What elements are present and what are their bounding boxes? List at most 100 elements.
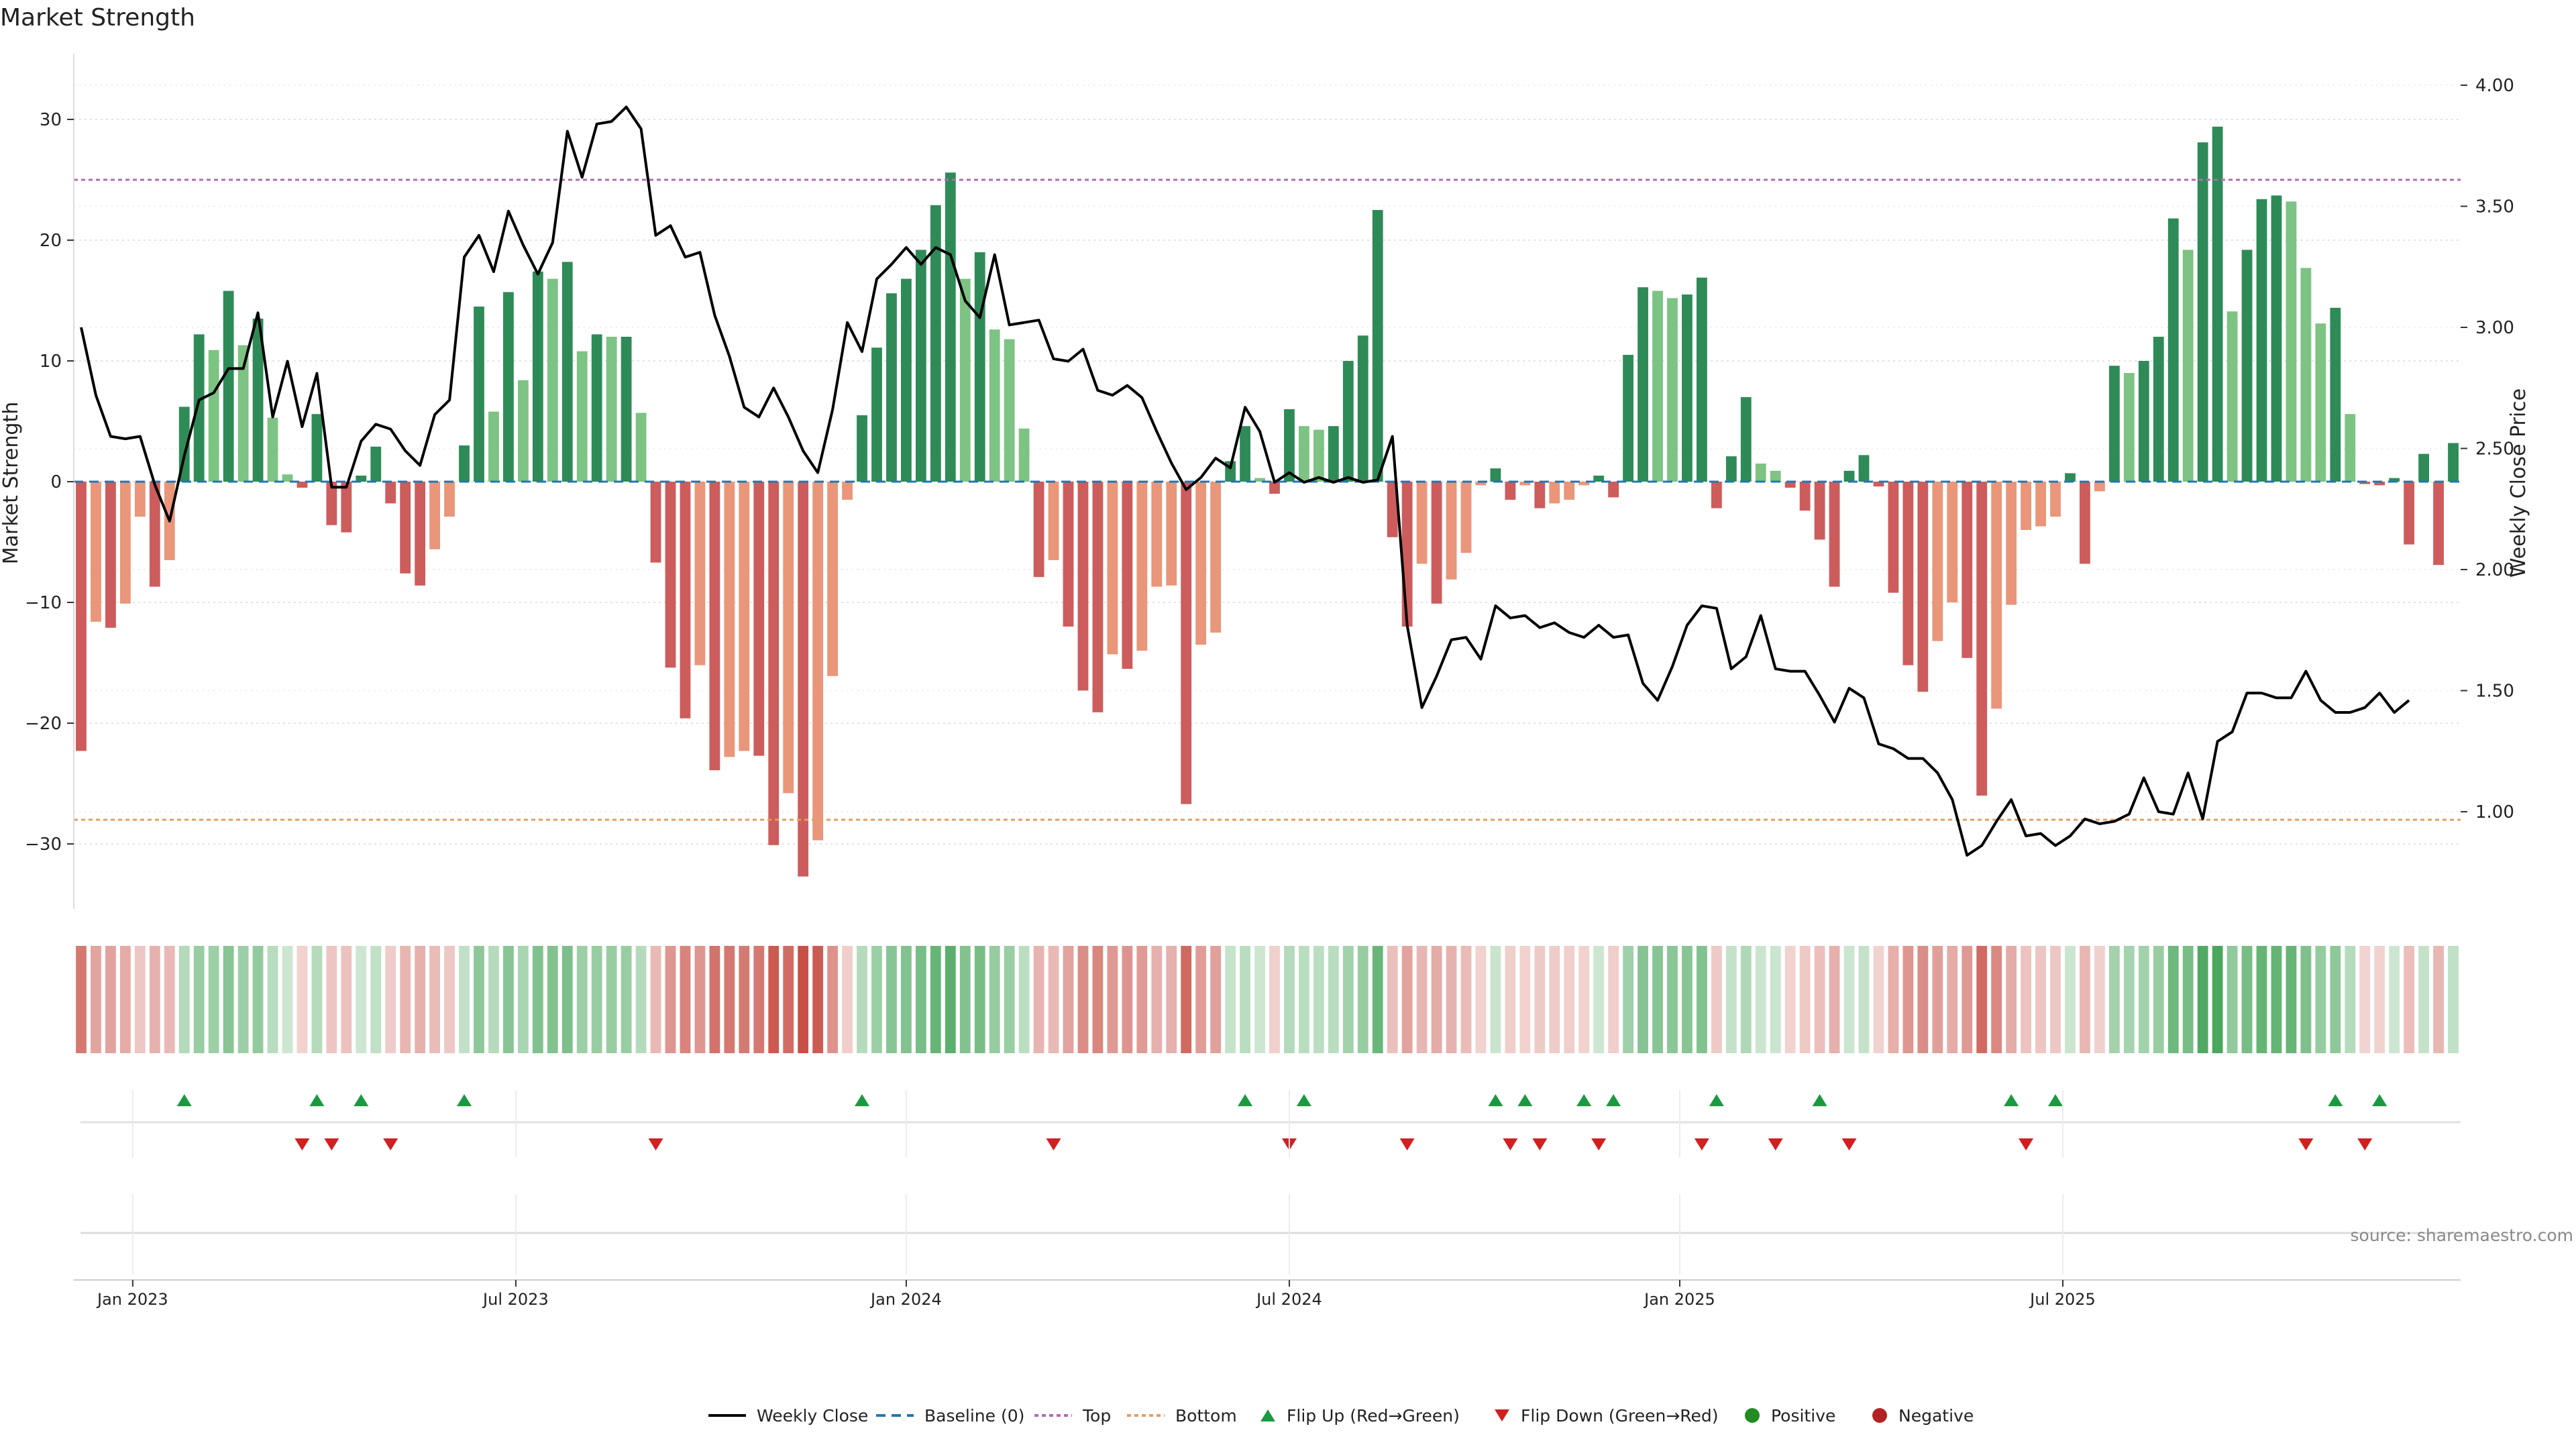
heat-cell <box>1829 946 1840 1053</box>
strength-bar <box>105 482 116 628</box>
heat-cell <box>1770 946 1781 1053</box>
flip-down-marker <box>324 1138 339 1150</box>
heat-cell <box>2271 946 2282 1053</box>
strength-bar <box>1269 482 1280 494</box>
heat-cell <box>2123 946 2135 1053</box>
heat-cell <box>2182 946 2194 1053</box>
strength-bar <box>1313 429 1324 482</box>
heat-cell <box>1475 946 1487 1053</box>
heat-cell <box>2094 946 2105 1053</box>
strength-bar <box>2389 478 2400 482</box>
heat-cell <box>1342 946 1354 1053</box>
strength-bar <box>798 482 809 877</box>
heat-cell <box>709 946 720 1053</box>
strength-bar <box>356 476 367 482</box>
strength-bar <box>974 252 985 482</box>
heat-cell <box>1784 946 1796 1053</box>
strength-bar <box>1623 355 1633 482</box>
strength-bar <box>1018 428 1030 482</box>
left-tick-label: −30 <box>25 835 62 855</box>
strength-bar <box>415 482 426 586</box>
heat-cell <box>2286 946 2297 1053</box>
heat-cell <box>901 946 912 1053</box>
right-tick-label: 2.50 <box>2475 439 2514 460</box>
heat-cell <box>1387 946 1398 1053</box>
strength-bar <box>91 482 101 622</box>
flip-down-marker <box>648 1138 663 1150</box>
strength-bar <box>1490 468 1501 482</box>
strength-bar <box>1181 482 1192 804</box>
heat-cell <box>1372 946 1383 1053</box>
heat-cell <box>871 946 882 1053</box>
legend-label-4: Flip Up (Red→Green) <box>1287 1406 1460 1426</box>
strength-bar <box>311 414 323 482</box>
heat-cell <box>1004 946 1015 1053</box>
strength-bar <box>1593 476 1605 482</box>
strength-bar <box>724 482 735 757</box>
flip-up-marker <box>1709 1094 1724 1106</box>
heat-cell <box>2448 946 2459 1053</box>
strength-bar <box>1858 455 1870 482</box>
strength-bar <box>1505 482 1516 500</box>
strength-bar <box>1357 335 1368 482</box>
heat-cell <box>415 946 426 1053</box>
heat-cell <box>1460 946 1472 1053</box>
heat-cell <box>2065 946 2076 1053</box>
heat-cell <box>2153 946 2164 1053</box>
flip-down-marker <box>2019 1138 2034 1150</box>
strength-bar <box>297 482 308 488</box>
heat-cell <box>105 946 116 1053</box>
heat-cell <box>326 946 337 1053</box>
heat-cell <box>1917 946 1929 1053</box>
heat-cell <box>1048 946 1059 1053</box>
legend-label-1: Baseline (0) <box>924 1406 1024 1426</box>
heat-cell <box>621 946 632 1053</box>
strength-bar <box>341 482 352 533</box>
strength-bar <box>783 482 794 794</box>
heat-cell <box>297 946 308 1053</box>
heat-cell <box>2226 946 2238 1053</box>
strength-bar <box>2065 473 2076 482</box>
x-tick-label: Jan 2024 <box>869 1290 942 1309</box>
strength-bar <box>591 334 602 482</box>
strength-bar <box>753 482 765 756</box>
heat-cell <box>1431 946 1442 1053</box>
heat-cell <box>1505 946 1516 1053</box>
heat-cell <box>650 946 661 1053</box>
flip-up-marker <box>457 1094 472 1106</box>
left-tick-label: 30 <box>40 110 62 130</box>
flip-down-marker <box>1503 1138 1518 1150</box>
heat-cell <box>1033 946 1044 1053</box>
flip-down-marker <box>1591 1138 1607 1150</box>
heat-cell <box>1638 946 1648 1053</box>
heat-cell <box>1564 946 1575 1053</box>
heat-cell <box>1136 946 1148 1053</box>
strength-bar <box>1136 482 1148 651</box>
strength-bar <box>739 482 750 751</box>
heat-cell <box>119 946 131 1053</box>
heat-cell <box>576 946 588 1053</box>
heat-cell <box>1549 946 1560 1053</box>
flip-up-marker <box>1517 1094 1533 1106</box>
heat-cell <box>915 946 926 1053</box>
heat-cell <box>2006 946 2017 1053</box>
heat-cell <box>1181 946 1192 1053</box>
strength-bar <box>2138 361 2149 482</box>
heat-cell <box>1151 946 1163 1053</box>
heat-cell <box>1608 946 1619 1053</box>
heat-cell <box>798 946 809 1053</box>
flip-down-marker <box>383 1138 398 1150</box>
strength-bar <box>223 290 234 482</box>
heat-cell <box>282 946 293 1053</box>
heat-cell <box>1623 946 1633 1053</box>
strength-bar <box>2433 482 2444 566</box>
strength-bar <box>1210 482 1222 633</box>
flip-up-marker <box>176 1094 192 1106</box>
strength-bar <box>2182 250 2194 482</box>
strength-bar <box>2035 482 2046 527</box>
heat-cell <box>1932 946 1943 1053</box>
heat-cell <box>532 946 543 1053</box>
heat-cell <box>503 946 514 1053</box>
heat-cell <box>1284 946 1295 1053</box>
heat-cell <box>356 946 367 1053</box>
